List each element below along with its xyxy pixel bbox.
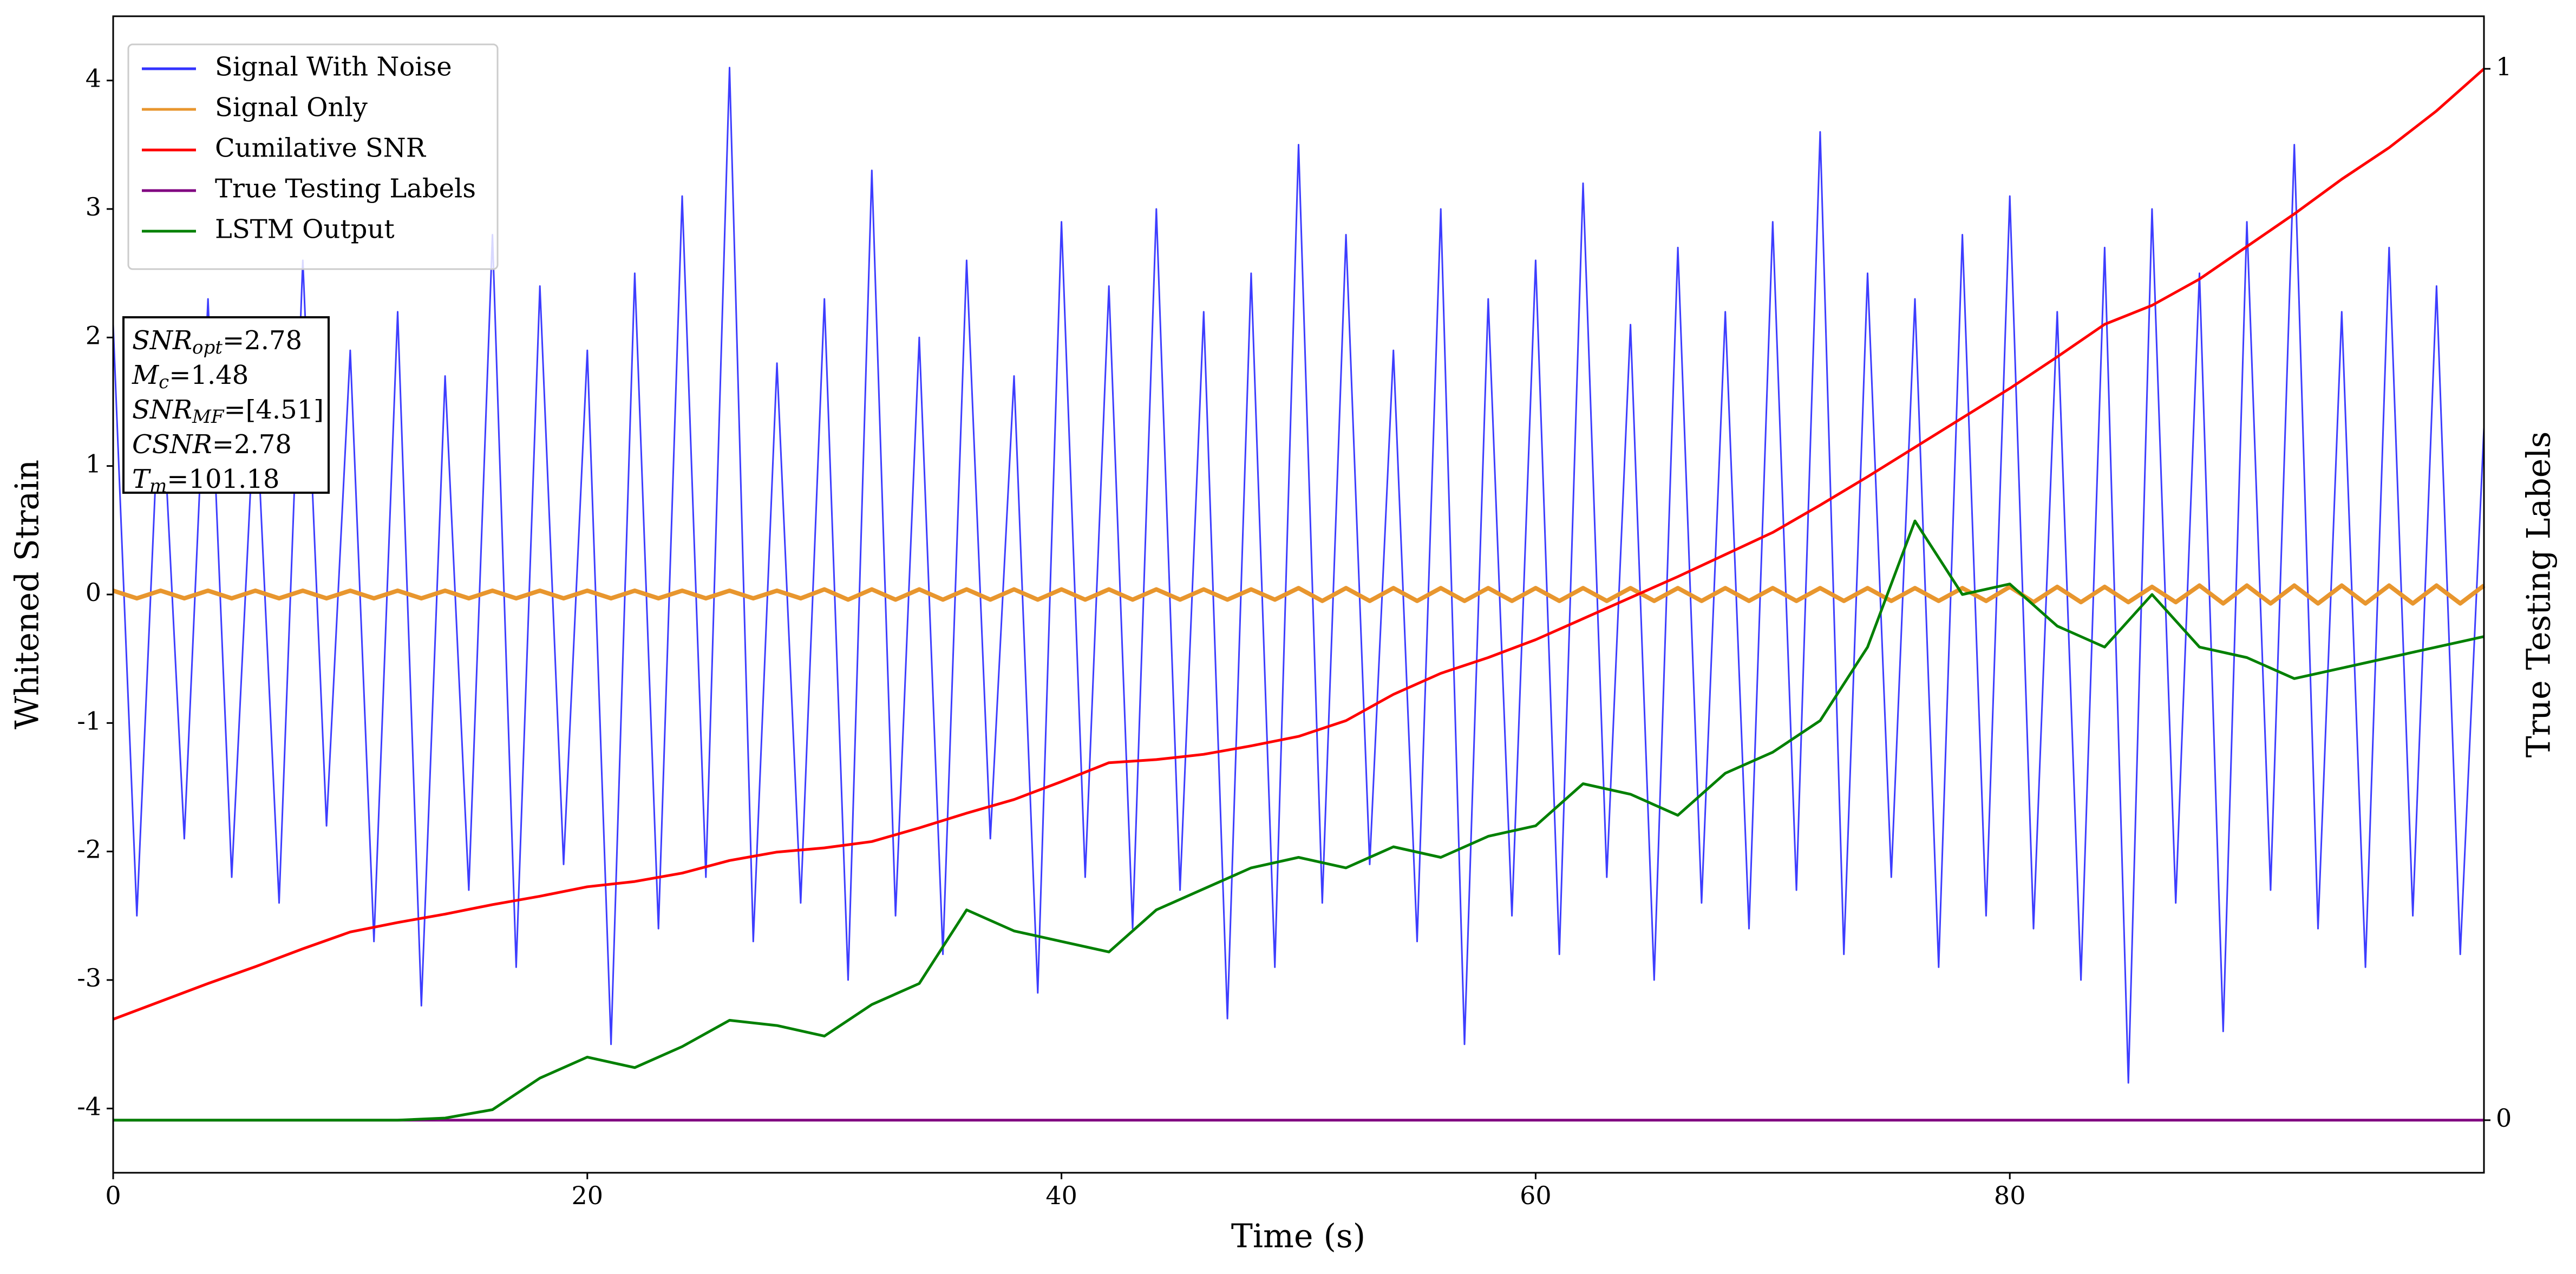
x-tick-label: 40	[1045, 1181, 1077, 1210]
plot-area	[112, 67, 2486, 1122]
annotation-value: =2.78	[223, 325, 302, 356]
annotation-symbol: CSNR	[132, 429, 212, 460]
y2-tick-label: 1	[2496, 52, 2512, 81]
y2-axis-label: True Testing Labels	[2520, 432, 2558, 758]
x-tick-label: 80	[1994, 1181, 2026, 1210]
series-line	[113, 68, 2485, 1021]
annotation-symbol: SNR	[132, 395, 192, 425]
y-tick-label: -2	[77, 835, 101, 864]
legend: Signal With Noise Signal Only Cumilative S…	[127, 43, 499, 270]
y-tick-label: 2	[86, 321, 101, 350]
annotation-line: SNRMF=[4.51]	[132, 395, 324, 428]
y-tick-label: 4	[86, 64, 101, 93]
legend-label: Signal Only	[215, 93, 368, 123]
y-tick-label: 0	[86, 578, 101, 607]
annotation-symbol: M	[132, 360, 160, 390]
annotation-symbol: T	[132, 464, 151, 494]
y-tick-label: -1	[77, 706, 101, 735]
annotation-value: =101.18	[167, 464, 279, 494]
y-axis-label: Whitened Strain	[9, 460, 47, 729]
series-line	[113, 519, 2485, 1122]
y-tick-label: -3	[77, 963, 101, 992]
series-line	[112, 583, 2486, 606]
y-tick-label: 1	[86, 449, 101, 479]
annotation-subscript: c	[159, 371, 169, 393]
legend-label: LSTM Output	[215, 214, 395, 245]
legend-label: True Testing Labels	[215, 174, 476, 204]
legend-label: Cumilative SNR	[215, 133, 427, 164]
annotation-line: CSNR=2.78	[132, 429, 292, 460]
annotation-value: =[4.51]	[224, 395, 324, 425]
annotation-line: Mc=1.48	[132, 360, 249, 394]
annotation-line: SNRopt=2.78	[132, 325, 302, 359]
annotation-frame	[122, 316, 330, 494]
y-tick-label: -4	[77, 1092, 101, 1121]
annotation-value: =1.48	[169, 360, 249, 390]
y2-tick-label: 0	[2496, 1103, 2512, 1133]
x-tick-label: 0	[105, 1181, 121, 1210]
annotation-value: =2.78	[212, 429, 292, 460]
annotation-box: SNRopt=2.78Mc=1.48SNRMF=[4.51]CSNR=2.78T…	[122, 316, 330, 498]
x-axis-label: Time (s)	[1231, 1218, 1365, 1256]
annotation-subscript: m	[149, 475, 167, 497]
annotation-subscript: MF	[192, 406, 225, 428]
legend-box	[127, 43, 499, 270]
x-tick-label: 60	[1520, 1181, 1552, 1210]
annotation-subscript: opt	[192, 337, 223, 358]
series-line	[112, 67, 2485, 1084]
x-tick-label: 20	[572, 1181, 604, 1210]
annotation-line: Tm=101.18	[132, 464, 279, 498]
y-tick-label: 3	[86, 192, 101, 221]
annotation-symbol: SNR	[132, 325, 192, 356]
legend-label: Signal With Noise	[215, 52, 452, 82]
